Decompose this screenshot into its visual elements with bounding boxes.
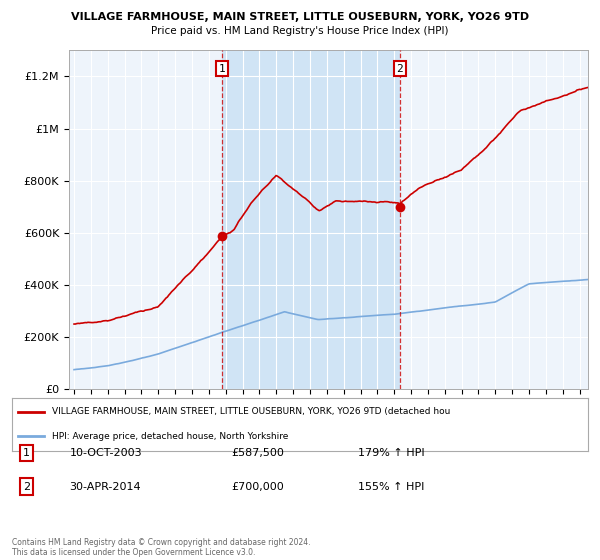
Text: 2: 2 [397, 64, 403, 74]
Text: 155% ↑ HPI: 155% ↑ HPI [358, 482, 424, 492]
Text: £587,500: £587,500 [231, 448, 284, 458]
Text: £700,000: £700,000 [231, 482, 284, 492]
Text: 10-OCT-2003: 10-OCT-2003 [70, 448, 142, 458]
Text: VILLAGE FARMHOUSE, MAIN STREET, LITTLE OUSEBURN, YORK, YO26 9TD (detached hou: VILLAGE FARMHOUSE, MAIN STREET, LITTLE O… [52, 408, 451, 417]
Text: 30-APR-2014: 30-APR-2014 [70, 482, 141, 492]
Text: 1: 1 [23, 448, 30, 458]
Text: HPI: Average price, detached house, North Yorkshire: HPI: Average price, detached house, Nort… [52, 432, 289, 441]
Text: 2: 2 [23, 482, 30, 492]
Text: 179% ↑ HPI: 179% ↑ HPI [358, 448, 424, 458]
Text: Contains HM Land Registry data © Crown copyright and database right 2024.
This d: Contains HM Land Registry data © Crown c… [12, 538, 311, 557]
Text: 1: 1 [218, 64, 226, 74]
Bar [222, 50, 400, 389]
Text: Price paid vs. HM Land Registry's House Price Index (HPI): Price paid vs. HM Land Registry's House … [151, 26, 449, 36]
Text: VILLAGE FARMHOUSE, MAIN STREET, LITTLE OUSEBURN, YORK, YO26 9TD: VILLAGE FARMHOUSE, MAIN STREET, LITTLE O… [71, 12, 529, 22]
